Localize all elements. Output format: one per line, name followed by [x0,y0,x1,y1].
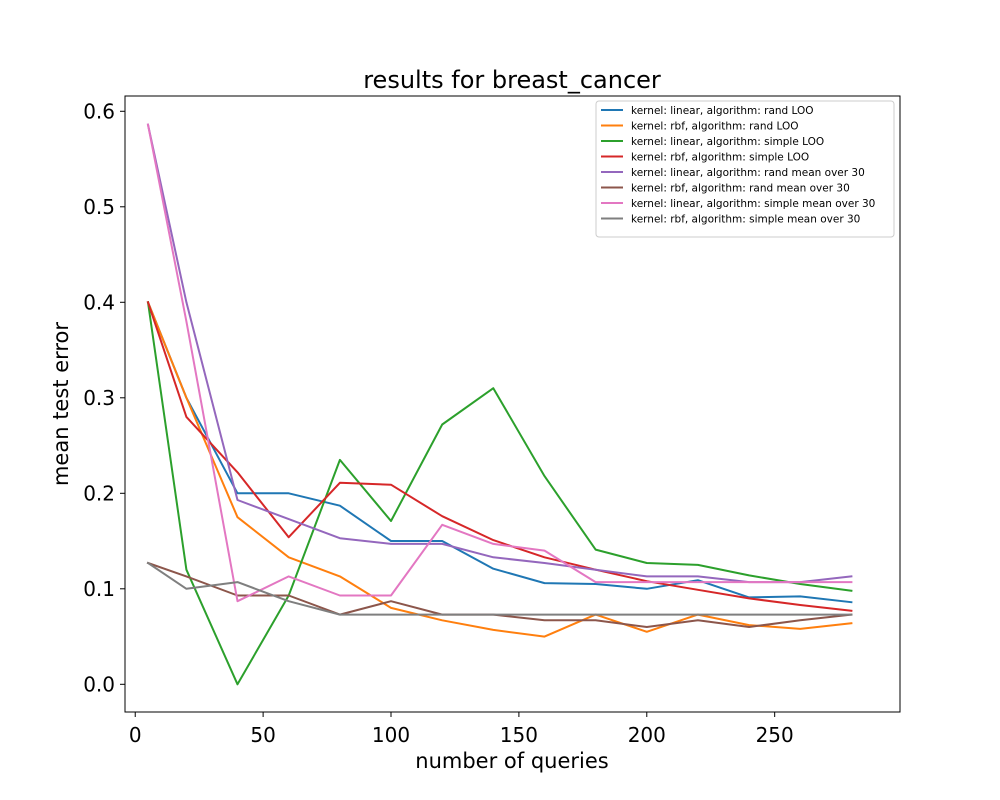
legend-label: kernel: rbf, algorithm: simple LOO [631,152,809,164]
y-tick-label: 0.6 [83,99,115,123]
y-axis-label: mean test error [49,322,73,486]
legend-label: kernel: rbf, algorithm: simple mean over… [631,214,860,226]
legend-label: kernel: linear, algorithm: simple mean o… [631,198,875,210]
legend-label: kernel: rbf, algorithm: rand mean over 3… [631,183,850,195]
x-tick-label: 100 [372,723,410,747]
series-line-4 [146,301,853,612]
series-line-2 [146,300,853,638]
x-tick-label: 0 [129,723,142,747]
legend-label: kernel: linear, algorithm: rand LOO [631,105,814,117]
chart-title: results for breast_cancer [363,66,661,94]
plot-area-frame [124,95,901,713]
y-tick-label: 0.4 [83,290,115,314]
x-tick-label: 200 [628,723,666,747]
series-line-8 [146,561,853,616]
series-line-3 [146,301,853,686]
series-line-5 [146,123,853,584]
y-tick-label: 0.2 [83,481,115,505]
y-axis: 0.0 0.1 0.2 0.3 0.4 0.5 0.6 [83,99,125,696]
y-tick-label: 0.1 [83,577,115,601]
series-line-6 [146,561,853,628]
x-axis-label: number of queries [415,749,608,773]
x-tick-label: 250 [756,723,794,747]
y-tick-label: 0.5 [83,195,115,219]
series-layer [146,123,853,686]
x-tick-label: 150 [500,723,538,747]
legend-label: kernel: linear, algorithm: rand mean ove… [631,167,865,179]
series-line-7 [146,123,853,603]
x-axis: 0 50 100 150 200 250 [129,712,794,747]
y-tick-label: 0.3 [83,386,115,410]
legend-label: kernel: linear, algorithm: simple LOO [631,136,824,148]
y-tick-label: 0.0 [83,672,115,696]
legend: kernel: linear, algorithm: rand LOO kerne… [595,100,895,238]
x-tick-label: 50 [250,723,275,747]
legend-label: kernel: rbf, algorithm: rand LOO [631,121,799,133]
legend-box [595,100,895,238]
